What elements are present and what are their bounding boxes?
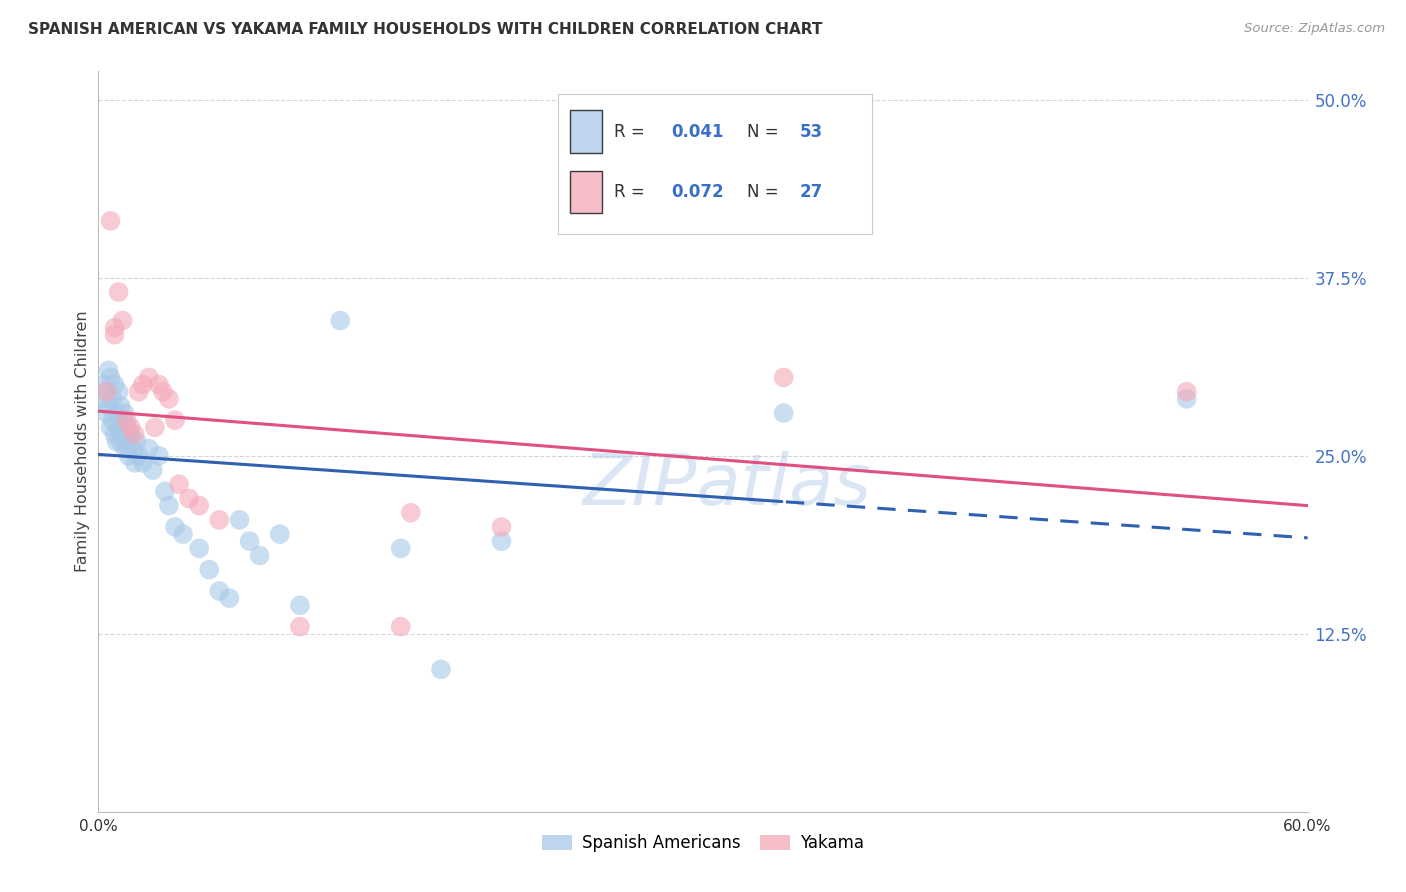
Point [148, 449, 170, 463]
Point [772, 370, 794, 384]
Point [103, 377, 125, 392]
Point [101, 413, 124, 427]
Point [138, 370, 160, 384]
Point [115, 420, 138, 434]
Point [142, 463, 165, 477]
Point [100, 214, 122, 228]
Point [163, 413, 186, 427]
Point [288, 619, 311, 633]
Point [103, 427, 125, 442]
Point [96, 384, 118, 399]
Point [128, 449, 150, 463]
Point [118, 434, 141, 449]
Text: ZIPatlas: ZIPatlas [582, 451, 872, 520]
Point [172, 527, 194, 541]
Point [115, 413, 138, 427]
Point [114, 406, 136, 420]
Point [389, 619, 412, 633]
Point [1175, 384, 1198, 399]
Point [208, 584, 231, 599]
Point [153, 484, 176, 499]
Point [148, 377, 170, 392]
Point [179, 491, 201, 506]
Point [188, 541, 211, 556]
Point [111, 413, 134, 427]
Point [1175, 392, 1198, 406]
Point [97, 363, 120, 377]
Point [128, 384, 150, 399]
Point [120, 427, 142, 442]
Point [120, 420, 142, 434]
Point [93, 377, 115, 392]
Point [198, 563, 221, 577]
Text: Source: ZipAtlas.com: Source: ZipAtlas.com [1244, 22, 1385, 36]
Point [132, 456, 155, 470]
Point [389, 541, 412, 556]
Point [167, 477, 190, 491]
Point [249, 549, 271, 563]
Point [124, 427, 146, 442]
Legend: Spanish Americans, Yakama: Spanish Americans, Yakama [536, 828, 870, 859]
Point [228, 513, 250, 527]
Point [124, 456, 146, 470]
Point [491, 534, 513, 549]
Point [101, 392, 124, 406]
Point [138, 442, 160, 456]
Point [107, 384, 129, 399]
Point [772, 406, 794, 420]
Point [105, 434, 128, 449]
Point [107, 285, 129, 299]
Point [157, 499, 180, 513]
Point [143, 420, 166, 434]
Point [91, 392, 114, 406]
Point [103, 327, 125, 342]
Point [100, 420, 122, 434]
Point [97, 399, 120, 413]
Point [208, 513, 231, 527]
Point [100, 370, 122, 384]
Point [188, 499, 211, 513]
Point [329, 313, 352, 327]
Point [399, 506, 422, 520]
Point [491, 520, 513, 534]
Point [111, 313, 134, 327]
Point [152, 384, 174, 399]
Point [105, 406, 128, 420]
Point [269, 527, 291, 541]
Y-axis label: Family Households with Children: Family Households with Children [75, 310, 90, 573]
Text: SPANISH AMERICAN VS YAKAMA FAMILY HOUSEHOLDS WITH CHILDREN CORRELATION CHART: SPANISH AMERICAN VS YAKAMA FAMILY HOUSEH… [28, 22, 823, 37]
Point [110, 434, 132, 449]
Point [111, 427, 134, 442]
Point [121, 442, 143, 456]
Point [118, 449, 141, 463]
Point [107, 420, 129, 434]
Point [157, 392, 180, 406]
Point [96, 384, 118, 399]
Point [132, 377, 155, 392]
Point [114, 442, 136, 456]
Point [239, 534, 262, 549]
Point [163, 520, 186, 534]
Point [430, 662, 453, 676]
Point [218, 591, 240, 606]
Point [96, 406, 118, 420]
Point [288, 599, 311, 613]
Point [125, 434, 148, 449]
Point [110, 399, 132, 413]
Point [103, 320, 125, 334]
